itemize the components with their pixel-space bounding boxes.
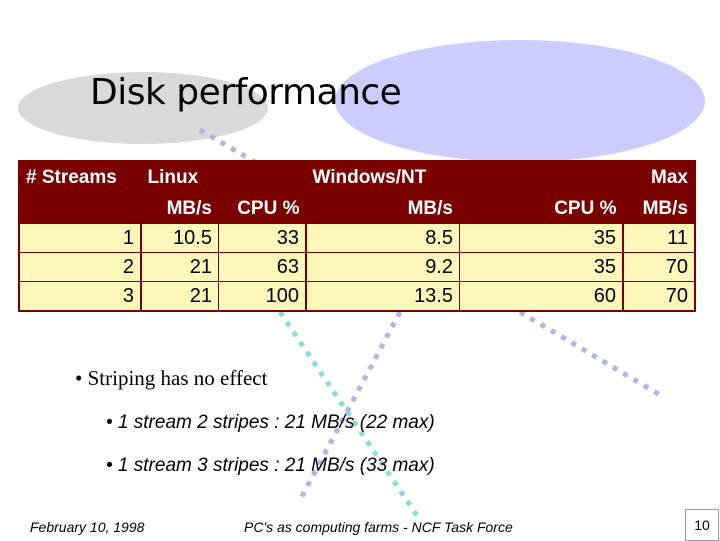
- table-row: 2 21 63 9.2 35 70: [18, 252, 696, 282]
- table-row: 3 21 100 13.5 60 70: [18, 281, 696, 312]
- decorative-ellipse-gray: [18, 72, 268, 144]
- table-row: 1 10.5 33 8.5 35 11: [18, 223, 696, 253]
- header-windows: Windows/NT: [305, 160, 460, 194]
- table-subheader-row: MB/s CPU % MB/s CPU % MB/s: [18, 192, 696, 224]
- cell-max-mbs: 70: [622, 281, 696, 312]
- subheader-linux-mbs: MB/s: [140, 192, 219, 224]
- header-linux: Linux: [140, 160, 219, 194]
- cell-linux-cpu: 63: [218, 252, 307, 282]
- bullet-sub-1: • 1 stream 2 stripes : 21 MB/s (22 max): [106, 412, 435, 433]
- cell-windows-mbs: 8.5: [305, 223, 460, 253]
- header-windows-spacer: [459, 160, 624, 194]
- cell-linux-cpu: 100: [218, 281, 307, 312]
- bullet-sub-2: • 1 stream 3 stripes : 21 MB/s (33 max): [106, 455, 435, 476]
- footer-date: February 10, 1998: [30, 519, 145, 535]
- subheader-windows-cpu: CPU %: [459, 192, 624, 224]
- slide-title: Disk performance: [90, 72, 402, 113]
- cell-streams: 2: [18, 252, 142, 282]
- subheader-windows-mbs: MB/s: [305, 192, 460, 224]
- cell-windows-cpu: 35: [459, 252, 624, 282]
- disk-performance-table: # Streams Linux Windows/NT Max MB/s CPU …: [18, 160, 696, 312]
- header-max: Max: [622, 160, 696, 194]
- cell-linux-mbs: 10.5: [140, 223, 219, 253]
- cell-linux-cpu: 33: [218, 223, 307, 253]
- cell-windows-mbs: 13.5: [305, 281, 460, 312]
- cell-windows-mbs: 9.2: [305, 252, 460, 282]
- cell-windows-cpu: 60: [459, 281, 624, 312]
- cell-windows-cpu: 35: [459, 223, 624, 253]
- cell-max-mbs: 70: [622, 252, 696, 282]
- cell-linux-mbs: 21: [140, 281, 219, 312]
- header-linux-spacer: [218, 160, 307, 194]
- header-streams: # Streams: [18, 160, 142, 194]
- subheader-linux-cpu: CPU %: [218, 192, 307, 224]
- footer-title: PC's as computing farms - NCF Task Force: [244, 519, 513, 535]
- table-header-row: # Streams Linux Windows/NT Max: [18, 160, 696, 194]
- page-number: 10: [685, 509, 719, 541]
- cell-max-mbs: 11: [622, 223, 696, 253]
- subheader-max-mbs: MB/s: [622, 192, 696, 224]
- cell-streams: 1: [18, 223, 142, 253]
- decorative-ellipse-blue: [335, 40, 705, 162]
- cell-streams: 3: [18, 281, 142, 312]
- bullet-main: • Striping has no effect: [75, 366, 268, 390]
- cell-linux-mbs: 21: [140, 252, 219, 282]
- subheader-streams: [18, 192, 142, 224]
